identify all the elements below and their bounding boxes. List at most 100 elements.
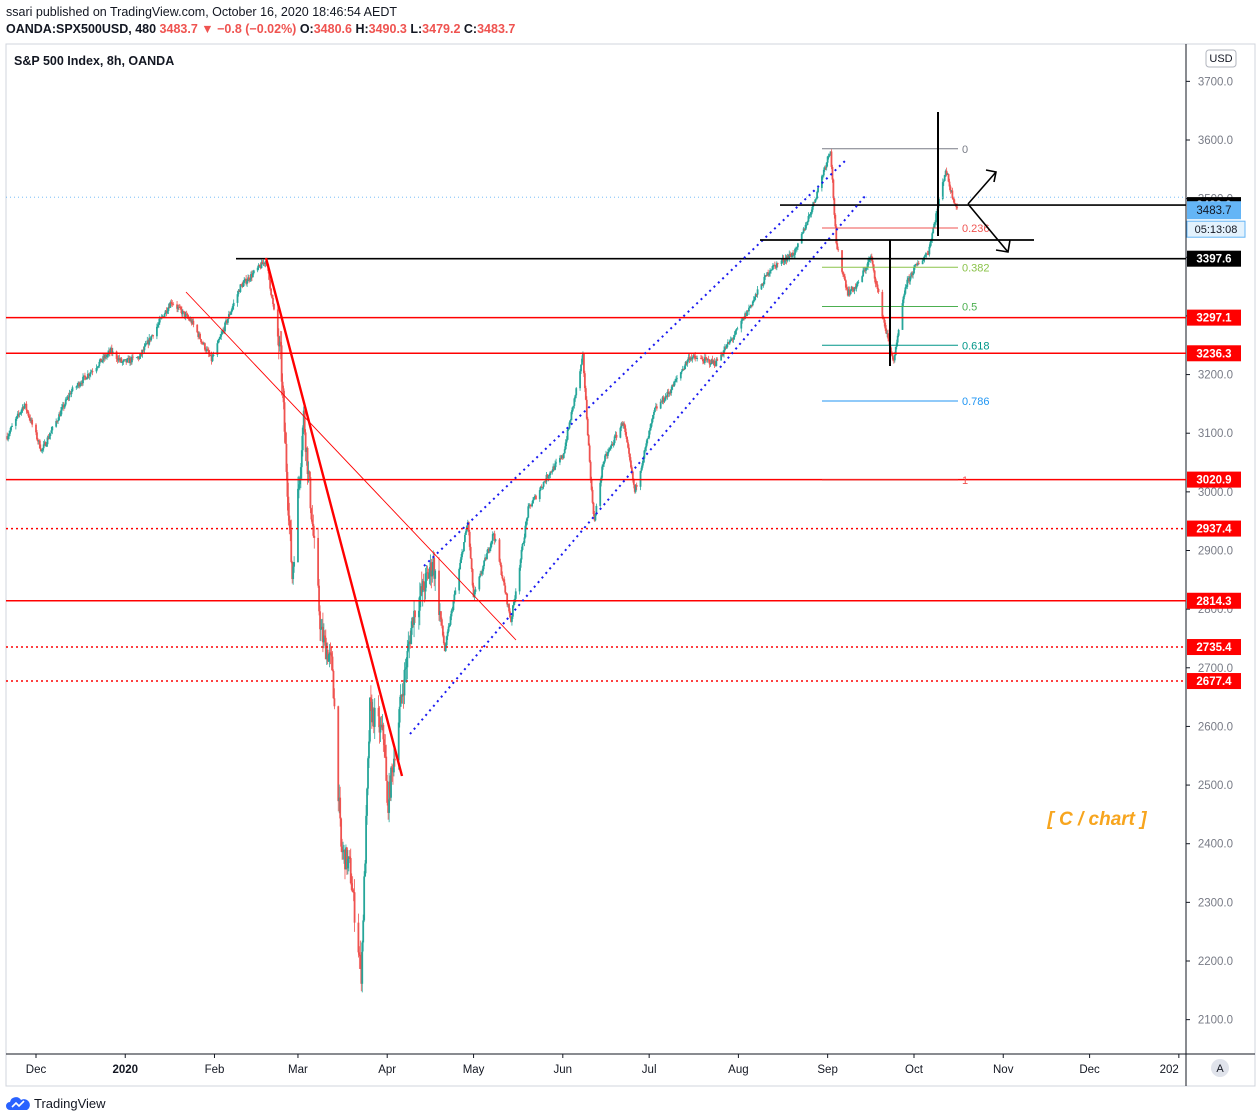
candle-body: [430, 562, 433, 577]
candle-body: [103, 356, 106, 359]
thin-downtrend-line: [185, 291, 517, 641]
candle-body: [875, 283, 878, 285]
candle-body: [848, 289, 851, 295]
candle-body: [874, 278, 877, 284]
candle-body: [392, 767, 394, 773]
x-tick-label: Dec: [1079, 1064, 1100, 1076]
candle-body: [156, 324, 159, 327]
currency-button[interactable]: USD: [1205, 49, 1237, 68]
candle-body: [381, 724, 384, 728]
candle-body: [933, 223, 936, 229]
tradingview-logo[interactable]: TradingView: [6, 1096, 106, 1111]
symbol-label[interactable]: OANDA:SPX500USD, 480: [6, 22, 157, 36]
x-tick-label: Jun: [554, 1064, 573, 1076]
candle-body: [205, 349, 208, 351]
candle-body: [713, 360, 716, 365]
candle-body: [545, 474, 548, 482]
candle-body: [670, 389, 673, 394]
candle-body: [84, 375, 86, 377]
candle-body: [268, 270, 271, 280]
candle-body: [671, 384, 674, 390]
candle-body: [942, 180, 945, 183]
x-tick-label: Feb: [205, 1064, 225, 1076]
candle-body: [665, 396, 668, 397]
candle-body: [261, 261, 264, 265]
candle-body: [672, 384, 675, 387]
candle-body: [399, 694, 402, 707]
candle-body: [301, 427, 304, 451]
candle-body: [486, 553, 488, 560]
candle-body: [930, 240, 933, 243]
candle-body: [911, 273, 913, 276]
candle-body: [745, 313, 747, 317]
candle-body: [784, 258, 787, 262]
candle-body: [830, 151, 833, 167]
candle-body: [126, 358, 129, 363]
candle-body: [891, 355, 894, 360]
candle-body: [327, 655, 330, 662]
candle-body: [198, 333, 201, 337]
candle-body: [749, 304, 752, 307]
candle-body: [338, 797, 341, 802]
candle-body: [108, 350, 111, 353]
candle-body: [941, 182, 944, 200]
candle-body: [385, 756, 388, 781]
candle-body: [65, 399, 68, 400]
candle-body: [389, 781, 391, 798]
fib-level-label: 1: [962, 475, 968, 487]
candle-body: [250, 274, 252, 280]
candle-body: [571, 407, 574, 412]
candle-body: [61, 407, 63, 411]
bull-arrowhead-icon: [985, 169, 997, 183]
candle-body: [444, 645, 447, 651]
candle-body: [822, 169, 825, 176]
candle-body: [224, 322, 226, 332]
candle-body: [868, 259, 871, 261]
candle-body: [39, 448, 42, 451]
candle-body: [590, 479, 593, 490]
candle-body: [736, 328, 739, 330]
candle-body: [705, 358, 708, 360]
candle-body: [49, 433, 52, 436]
candle-body: [610, 444, 613, 446]
candle-body: [715, 359, 718, 366]
candle-body: [451, 609, 454, 611]
candle-body: [367, 758, 369, 789]
candle-body: [7, 436, 10, 440]
candle-body: [846, 289, 849, 296]
candle-body: [877, 289, 880, 292]
candle-body: [607, 449, 610, 453]
candle-body: [887, 333, 889, 339]
candle-body: [59, 414, 61, 417]
fib-level-label: 0.382: [962, 262, 990, 274]
candle-body: [586, 418, 589, 436]
candle-body: [801, 232, 804, 234]
candle-body: [642, 458, 645, 464]
countdown-label: 05:13:08: [1195, 224, 1238, 236]
candle-body: [593, 514, 596, 521]
candle-body: [221, 331, 224, 335]
candle-body: [508, 604, 510, 612]
candle-body: [208, 353, 211, 356]
candle-body: [439, 611, 441, 615]
candle-body: [856, 281, 859, 287]
candle-body: [22, 407, 25, 409]
timezone-button[interactable]: A: [1211, 1059, 1229, 1077]
candle-body: [526, 517, 529, 521]
candle-body: [793, 254, 795, 256]
candle-body: [318, 585, 320, 612]
level-label: 3297.1: [1196, 313, 1232, 325]
candle-body: [831, 166, 834, 180]
candle-body: [587, 435, 590, 446]
candle-body: [624, 425, 627, 433]
candle-body: [679, 372, 682, 379]
level-label: 2677.4: [1196, 676, 1232, 688]
candle-body: [144, 344, 147, 347]
candle-body: [538, 490, 541, 500]
candle-body: [248, 277, 250, 281]
candle-body: [353, 892, 356, 923]
candle-body: [85, 378, 88, 380]
candle-body: [510, 617, 512, 622]
candle-body: [37, 439, 39, 442]
